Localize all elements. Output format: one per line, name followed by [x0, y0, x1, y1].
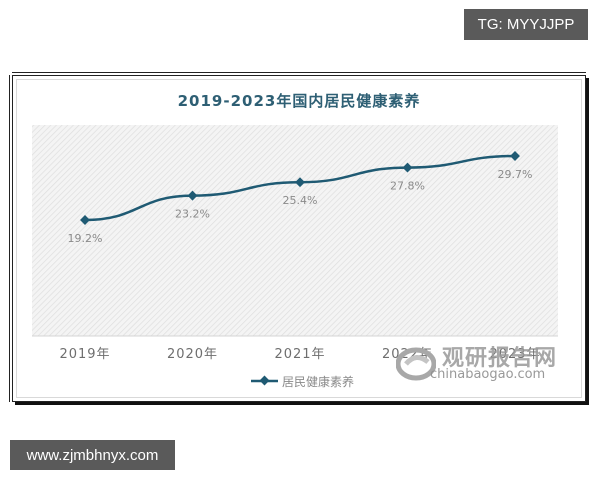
- plot-area: [32, 125, 558, 336]
- chart-title: 2019-2023年国内居民健康素养: [177, 92, 421, 110]
- data-label: 19.2%: [68, 232, 103, 245]
- x-axis-tick-label: 2020年: [167, 347, 218, 362]
- website-badge: www.zjmbhnyx.com: [10, 440, 175, 470]
- legend: 居民健康素养: [251, 374, 354, 389]
- x-axis-tick-label: 2023年: [489, 347, 540, 362]
- data-point-marker: [510, 151, 520, 161]
- data-label: 25.4%: [283, 194, 318, 207]
- data-label: 23.2%: [175, 208, 210, 221]
- legend-label: 居民健康素养: [282, 374, 354, 389]
- data-point-marker: [187, 190, 198, 201]
- data-point-marker: [295, 177, 305, 188]
- series-line: 19.2% 23.2% 25.4% 27.8% 29.7%: [68, 151, 533, 245]
- data-label: 27.8%: [390, 180, 425, 193]
- x-axis-tick-label: 2019年: [59, 347, 110, 362]
- watermark: 观研报告网 chinabaogao.com: [392, 340, 592, 390]
- data-point-marker: [80, 215, 90, 225]
- watermark-en-text: chinabaogao.com: [430, 367, 546, 382]
- data-point-marker: [402, 162, 413, 173]
- chart-inner-border: [16, 79, 582, 398]
- watermark-logo-icon: [396, 347, 436, 381]
- telegram-badge: TG: MYYJJPP: [464, 9, 588, 40]
- data-label: 29.7%: [498, 168, 533, 181]
- watermark-cn-text: 观研报告网: [442, 346, 558, 371]
- x-axis-tick-label: 2021年: [274, 347, 325, 362]
